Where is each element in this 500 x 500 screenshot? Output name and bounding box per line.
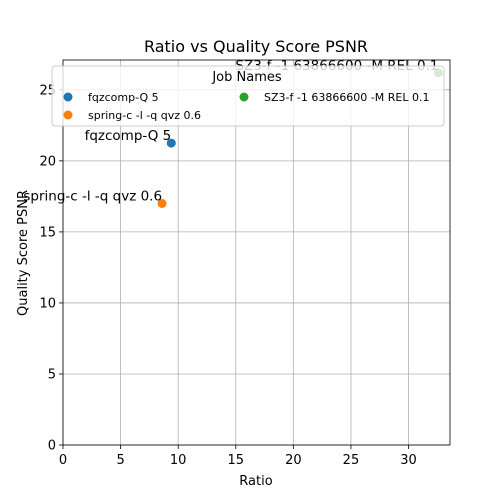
legend-items: fqzcomp-Q 5 spring-c -l -q qvz 0.6 SZ3-f -… [63, 91, 429, 122]
legend-marker [63, 110, 73, 120]
axes-spine [62, 59, 451, 446]
y-tick-label: 20 [39, 154, 56, 169]
legend-marker [239, 92, 249, 102]
x-tick-label: 30 [400, 453, 417, 468]
x-tick-label: 15 [227, 453, 244, 468]
y-tick-label: 10 [39, 296, 56, 311]
y-tick-label: 15 [39, 225, 56, 240]
y-axis-label: Quality Score PSNR [16, 190, 31, 316]
x-tick-label: 0 [59, 453, 67, 468]
x-axis-label: Ratio [239, 474, 272, 489]
x-tick-label: 20 [285, 453, 302, 468]
x-tick-label: 25 [343, 453, 360, 468]
data-point [166, 138, 176, 148]
plot-frame [62, 59, 451, 446]
x-tick-label: 5 [116, 453, 124, 468]
x-tick-label: 10 [170, 453, 187, 468]
legend-title: Job Names [211, 70, 282, 85]
point-label: fqzcomp-Q 5 [85, 128, 172, 144]
chart-title: Ratio vs Quality Score PSNR [144, 37, 368, 56]
y-tick-label: 5 [48, 367, 56, 382]
point-label: spring-c -l -q qvz 0.6 [23, 188, 162, 204]
legend-marker [63, 92, 73, 102]
legend-entry-label: spring-c -l -q qvz 0.6 [88, 109, 201, 122]
legend: Job Names fqzcomp-Q 5 spring-c -l -q qvz … [51, 65, 445, 127]
legend-entry-label: fqzcomp-Q 5 [88, 91, 159, 104]
y-tick-label: 0 [48, 439, 56, 454]
legend-entry-label: SZ3-f -1 63866600 -M REL 0.1 [264, 91, 429, 104]
data-point [157, 198, 167, 208]
x-axis-ticks: 0 5 10 15 20 25 30 [59, 445, 417, 468]
